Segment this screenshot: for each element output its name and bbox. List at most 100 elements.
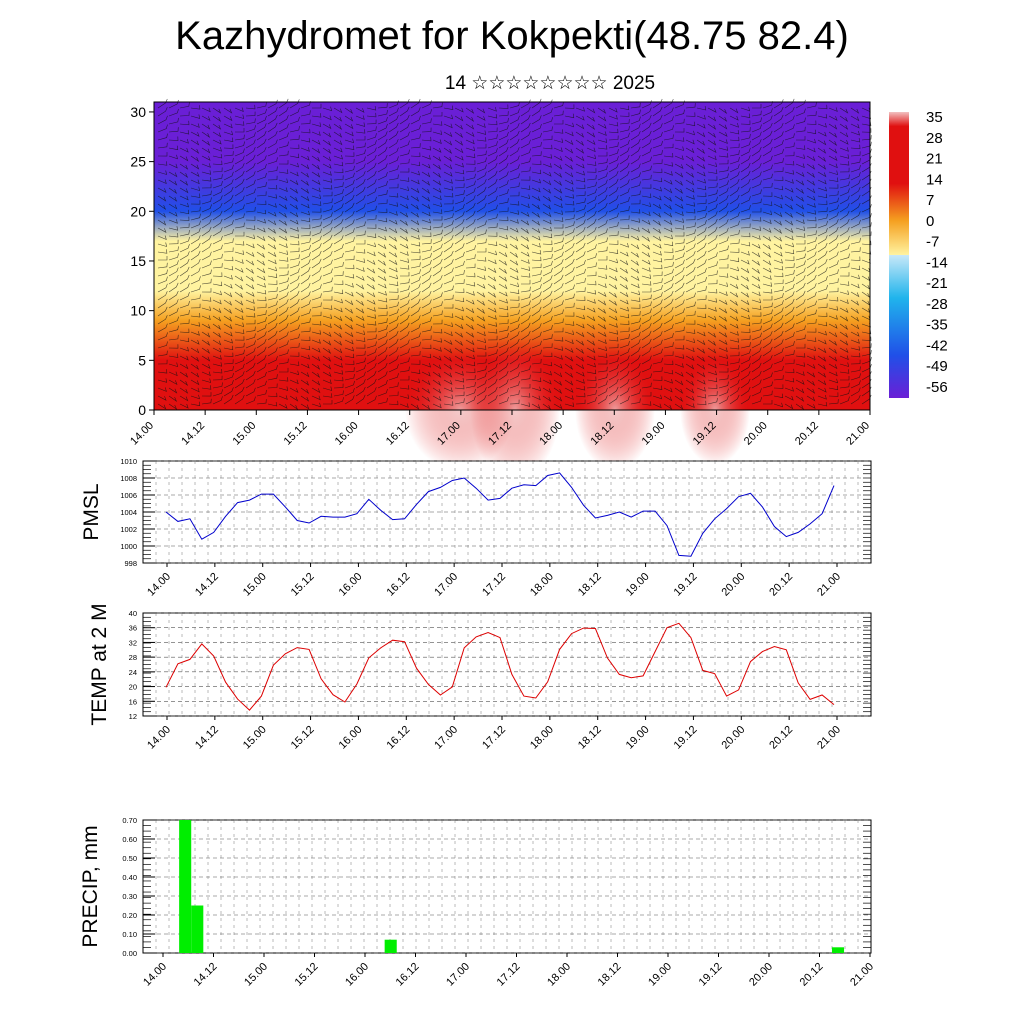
x-tick-label: 16.00 xyxy=(333,420,361,448)
precip-bar xyxy=(384,939,397,953)
x-tick-label: 20.12 xyxy=(767,571,795,599)
colorbar-label: -42 xyxy=(926,337,948,354)
y-tick-label: 0.40 xyxy=(122,873,137,882)
x-tick-label: 18.12 xyxy=(576,571,604,599)
x-tick-label: 19.00 xyxy=(624,724,652,752)
colorbar-scale xyxy=(889,112,909,398)
y-axis-label: PRECIP, mm xyxy=(79,825,102,947)
x-tick-label: 20.12 xyxy=(798,961,826,989)
x-tick-label: 14.00 xyxy=(128,420,156,448)
y-tick-label: 998 xyxy=(124,559,137,568)
series-line xyxy=(165,622,835,711)
y-tick-label: 0.00 xyxy=(122,949,137,958)
y-tick-label: 0.10 xyxy=(122,930,137,939)
y-tick-label: 1010 xyxy=(120,457,137,466)
x-tick-label: 17.12 xyxy=(495,961,523,989)
x-tick-label: 19.12 xyxy=(672,724,700,752)
colorbar-label: -28 xyxy=(926,296,948,313)
colorbar: 35 28 21 14 7 0 -7 -14 -21 -28 -35 -42 -49 -56 xyxy=(889,109,948,398)
y-tick-label: 0.70 xyxy=(122,816,137,825)
x-tick-label: 20.12 xyxy=(793,420,821,448)
x-tick-label: 16.00 xyxy=(337,724,365,752)
colorbar-label: 35 xyxy=(926,109,943,126)
x-tick-label: 14.00 xyxy=(145,724,173,752)
precip-bar xyxy=(179,820,192,953)
y-tick-label: 24 xyxy=(129,668,137,677)
colorbar-label: 0 xyxy=(926,213,934,230)
temp-2m-panel: 12 16 20 24 28 32 36 40 14.00 14.12 15.00 15.12 16.0… xyxy=(88,603,872,752)
x-tick-label: 17.00 xyxy=(432,571,460,599)
x-tick-label: 15.12 xyxy=(293,961,321,989)
x-tick-label: 17.12 xyxy=(480,724,508,752)
precip-bar xyxy=(191,905,204,953)
y-tick-label: 40 xyxy=(129,609,137,618)
x-tick-label: 14.12 xyxy=(193,571,221,599)
x-tick-label: 16.12 xyxy=(384,724,412,752)
x-tick-label: 14.12 xyxy=(179,420,207,448)
wind-barbs xyxy=(157,98,872,410)
precip-panel: 0.00 0.10 0.20 0.30 0.40 0.50 0.60 0.70 14.00 14.… xyxy=(79,816,876,989)
x-tick-label: 18.12 xyxy=(596,961,624,989)
x-tick-label: 16.00 xyxy=(343,961,371,989)
x-tick-label: 16.12 xyxy=(394,961,422,989)
colorbar-label: 21 xyxy=(926,151,943,168)
x-tick-label: 15.12 xyxy=(289,724,317,752)
y-tick-label: 0.50 xyxy=(122,854,137,863)
x-tick-label: 19.00 xyxy=(646,961,674,989)
y-tick-label: 20 xyxy=(130,203,146,219)
y-tick-label: 15 xyxy=(130,253,146,269)
y-tick-label: 36 xyxy=(129,624,137,633)
x-tick-label: 21.00 xyxy=(844,420,872,448)
y-tick-label: 1004 xyxy=(120,508,137,517)
x-tick-label: 20.12 xyxy=(767,724,795,752)
colorbar-label: -56 xyxy=(926,379,948,396)
x-tick-label: 15.00 xyxy=(241,571,269,599)
x-tick-label: 18.00 xyxy=(545,961,573,989)
x-tick-label: 15.00 xyxy=(242,961,270,989)
x-tick-label: 17.00 xyxy=(432,724,460,752)
x-tick-label: 15.00 xyxy=(230,420,258,448)
x-tick-label: 14.12 xyxy=(192,961,220,989)
x-tick-label: 14.00 xyxy=(145,571,173,599)
x-tick-label: 14.12 xyxy=(193,724,221,752)
y-tick-label: 28 xyxy=(129,653,137,662)
y-tick-label: 1008 xyxy=(120,474,137,483)
precip-bar xyxy=(831,947,845,953)
y-tick-label: 5 xyxy=(138,352,146,368)
y-tick-label: 0.30 xyxy=(122,892,137,901)
x-tick-label: 19.12 xyxy=(672,571,700,599)
x-tick-label: 20.00 xyxy=(719,571,747,599)
chart-subtitle: 14 ☆☆☆☆☆☆☆☆ 2025 xyxy=(444,73,656,94)
y-tick-label: 25 xyxy=(130,154,146,170)
colorbar-label: -7 xyxy=(926,234,939,251)
x-tick-label: 20.00 xyxy=(719,724,747,752)
colorbar-label: 7 xyxy=(926,192,934,209)
pmsl-panel: 998 1000 1002 1004 1006 1008 1010 14.00 14.12 15.… xyxy=(80,457,872,599)
y-tick-label: 1006 xyxy=(120,491,137,500)
x-tick-label: 20.00 xyxy=(747,961,775,989)
y-tick-label: 1002 xyxy=(120,525,137,534)
x-tick-label: 14.00 xyxy=(141,961,169,989)
colorbar-label: 28 xyxy=(926,130,943,147)
colorbar-label: -21 xyxy=(926,275,948,292)
x-tick-label: 17.12 xyxy=(480,571,508,599)
x-tick-label: 17.00 xyxy=(444,961,472,989)
colorbar-label: -14 xyxy=(926,254,948,271)
x-tick-label: 21.00 xyxy=(815,724,843,752)
x-tick-label: 19.00 xyxy=(624,571,652,599)
y-tick-label: 1000 xyxy=(120,542,137,551)
chart-title: Kazhydromet for Kokpekti(48.75 82.4) xyxy=(175,14,849,58)
y-tick-label: 10 xyxy=(130,303,146,319)
x-tick-label: 16.00 xyxy=(337,571,365,599)
y-tick-label: 20 xyxy=(129,683,137,692)
x-tick-label: 15.12 xyxy=(282,420,310,448)
colorbar-label: -35 xyxy=(926,317,948,334)
colorbar-label: 14 xyxy=(926,171,943,188)
x-tick-label: 15.00 xyxy=(241,724,269,752)
x-tick-label: 21.00 xyxy=(848,961,876,989)
y-tick-label: 0 xyxy=(138,402,146,418)
x-tick-label: 18.00 xyxy=(528,571,556,599)
series-line xyxy=(165,472,835,557)
